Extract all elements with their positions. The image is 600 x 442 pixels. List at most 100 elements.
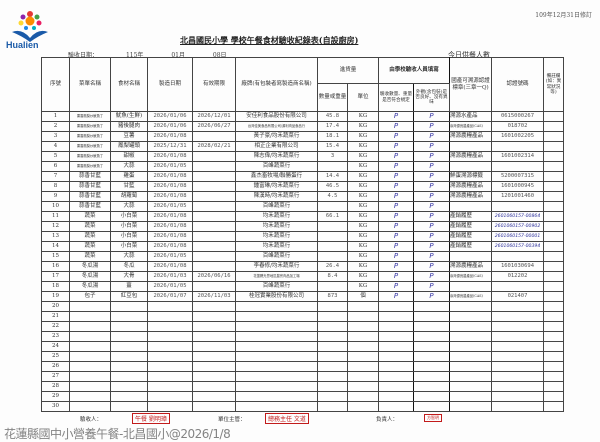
cell-ingredient: 大蒜 — [110, 201, 148, 212]
cell-mfg: 2026/01/06 — [147, 121, 193, 132]
col-check-pack: 外觀(含包裝)是否良好、沒有異味 — [413, 83, 450, 112]
cell-unit: KG — [347, 181, 379, 192]
cell-cert-label: 溯源農糧產品 — [449, 261, 492, 272]
cell-exp — [192, 151, 236, 162]
cell-notes — [543, 211, 564, 222]
cell-menu: 果香鳳梨炒魷魚丁 — [69, 121, 111, 132]
cell-unit: KG — [347, 281, 379, 292]
cell-mfg: 2026/01/08 — [147, 171, 193, 182]
cell-cert-no — [491, 161, 544, 172]
table-row: 30 — [41, 401, 564, 412]
cell-menu: 蒜香甘藍 — [69, 201, 111, 212]
cell-ingredient: 小白菜 — [110, 241, 148, 252]
cell-menu — [69, 361, 111, 372]
cell-cert-no: 1601030694 — [491, 261, 544, 272]
cell-exp: 2026/06/16 — [192, 271, 236, 282]
cell-notes — [543, 141, 564, 152]
cell-notes — [543, 341, 564, 352]
cell-qty: 4.5 — [317, 191, 348, 202]
cell-unit: KG — [347, 131, 379, 142]
cell-brand: 均禾蔬菜行 — [235, 231, 318, 242]
cell-cert-no — [491, 391, 544, 402]
cell-exp — [192, 181, 236, 192]
cell-menu — [69, 331, 111, 342]
cell-menu: 包子 — [69, 291, 111, 302]
cell-menu: 果香鳳梨炒魷魚丁 — [69, 151, 111, 162]
cell-ingredient — [110, 401, 148, 412]
cell-exp — [192, 281, 236, 292]
cell-check-pack — [413, 301, 450, 312]
cell-check-pack — [413, 391, 450, 402]
cell-cert-label: 產銷履歷 — [449, 231, 492, 242]
cell-notes — [543, 181, 564, 192]
cell-qty: 17.4 — [317, 121, 348, 132]
cell-unit — [347, 341, 379, 352]
date-year: 115年 — [125, 52, 144, 59]
cell-brand — [235, 311, 318, 322]
cell-cert-label — [449, 361, 492, 372]
logo-text: Hualien — [6, 40, 39, 50]
cell-cert-no — [491, 281, 544, 292]
cell-check-qty — [378, 341, 414, 352]
cell-unit — [347, 331, 379, 342]
cell-check-pack — [413, 321, 450, 332]
cell-unit — [347, 401, 379, 412]
table-row: 16 冬瓜湯 冬瓜 2026/01/08 李春修/均禾蔬菜行 26.4 KG P P 溯源農糧產品… — [41, 261, 564, 272]
cell-mfg: 2026/01/06 — [147, 111, 193, 122]
table-row: 23 — [41, 331, 564, 342]
cell-exp — [192, 361, 236, 372]
cell-no: 22 — [41, 321, 70, 332]
cell-brand — [235, 401, 318, 412]
col-unit: 單位 — [347, 83, 379, 112]
cell-cert-label: 臺灣優良農產品(CAS) — [449, 291, 492, 302]
cell-cert-label: 溯源水產品 — [449, 111, 492, 122]
cell-cert-label: 鮮蛋溯源標籤 — [449, 171, 492, 182]
cell-unit: KG — [347, 171, 379, 182]
cell-cert-no — [491, 381, 544, 392]
cell-notes — [543, 121, 564, 132]
cell-cert-label — [449, 321, 492, 332]
cell-check-qty: P — [378, 191, 414, 202]
signature-footer: 驗收人： 午餐 劉明璋 單位主管： 總務主任 文道 負責人： 方智明 — [80, 413, 560, 425]
cell-check-pack — [413, 381, 450, 392]
cell-cert-label — [449, 331, 492, 342]
cell-check-qty — [378, 351, 414, 362]
cell-cert-label: 產銷履歷 — [449, 221, 492, 232]
cell-exp — [192, 241, 236, 252]
cell-notes — [543, 351, 564, 362]
cell-brand — [235, 301, 318, 312]
cell-qty — [317, 231, 348, 242]
cell-menu — [69, 311, 111, 322]
table-row: 22 — [41, 321, 564, 332]
cell-check-pack: P — [413, 231, 450, 242]
cell-mfg: 2026/01/07 — [147, 291, 193, 302]
cell-unit: KG — [347, 191, 379, 202]
cell-exp — [192, 351, 236, 362]
cell-brand: 安佳利食品股份有限公司 — [235, 111, 318, 122]
cell-cert-no — [491, 371, 544, 382]
cell-mfg: 2026/01/08 — [147, 191, 193, 202]
revision-date: 109年12月31日修訂 — [535, 12, 592, 19]
cell-ingredient: 小白菜 — [110, 231, 148, 242]
cell-cert-label — [449, 281, 492, 292]
cell-no: 19 — [41, 291, 70, 302]
table-row: 13 蔬菜 小白菜 2026/01/08 均禾蔬菜行 KG P P 產銷履歷 2601060157… — [41, 231, 564, 242]
table-row: 8 蒜香甘藍 甘藍 2026/01/08 鍾富琳/均禾蔬菜行 46.5 KG P P 溯源農糧產品… — [41, 181, 564, 192]
cell-notes — [543, 171, 564, 182]
cell-brand — [235, 331, 318, 342]
cell-check-pack: P — [413, 241, 450, 252]
cell-mfg — [147, 341, 193, 352]
cell-no: 23 — [41, 331, 70, 342]
col-cert-label: 國產可溯源認證標章(三章一Q) — [449, 57, 492, 112]
cell-unit: KG — [347, 111, 379, 122]
cell-check-pack: P — [413, 141, 450, 152]
cell-no: 17 — [41, 271, 70, 282]
cell-exp: 2026/12/01 — [192, 111, 236, 122]
cell-qty — [317, 161, 348, 172]
cell-cert-label — [449, 161, 492, 172]
cell-no: 18 — [41, 281, 70, 292]
cell-exp — [192, 321, 236, 332]
cell-no: 12 — [41, 221, 70, 232]
table-row: 15 蔬菜 大蒜 2026/01/05 百峰蔬菜行 KG P P — [41, 251, 564, 262]
cell-no: 3 — [41, 131, 70, 142]
